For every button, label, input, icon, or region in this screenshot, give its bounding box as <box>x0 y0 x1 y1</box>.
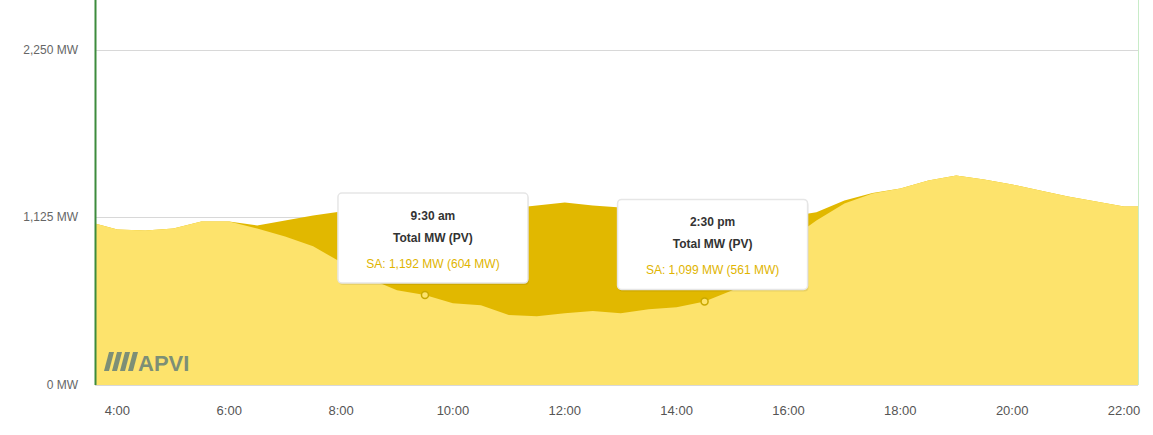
tooltip-title: 9:30 am <box>411 209 456 223</box>
hover-point <box>421 292 428 299</box>
x-tick <box>564 385 565 389</box>
logo-stripe <box>104 352 114 371</box>
logo-stripe <box>128 352 138 371</box>
grid-line <box>95 50 1138 51</box>
logo-text: APVI <box>138 351 189 376</box>
logo-stripe <box>120 352 130 371</box>
x-tick <box>117 385 118 389</box>
grid-line <box>95 385 1138 386</box>
y-tick-label: 0 MW <box>47 378 79 392</box>
right-edge-line <box>1138 0 1139 385</box>
x-tick-label: 10:00 <box>437 403 470 418</box>
plot-area <box>95 176 1138 385</box>
x-tick <box>1012 385 1013 389</box>
x-tick <box>788 385 789 389</box>
x-tick <box>229 385 230 389</box>
y-axis-line <box>95 0 97 385</box>
x-tick <box>1124 385 1125 389</box>
logo-stripe <box>112 352 122 371</box>
x-tick <box>341 385 342 389</box>
background <box>0 0 1153 435</box>
x-tick-label: 8:00 <box>328 403 353 418</box>
x-tick-label: 4:00 <box>105 403 130 418</box>
tooltip-box <box>338 193 528 283</box>
x-tick <box>676 385 677 389</box>
x-tick <box>452 385 453 389</box>
grid <box>95 51 1138 386</box>
x-tick-label: 20:00 <box>996 403 1029 418</box>
x-tick-label: 6:00 <box>217 403 242 418</box>
tooltip-text: SA: 1,192 MW (604 MW) <box>366 257 499 271</box>
hover-point <box>701 298 708 305</box>
area <box>95 176 1138 385</box>
tooltip: 2:30 pm Total MW (PV) SA: 1,099 MW (561 MW… <box>618 199 809 291</box>
chart: 0 MW 1,125 MW 2,250 MW 4:00 6:00 8:00 10:00 12:… <box>0 0 1153 435</box>
tooltip-box <box>618 199 808 289</box>
x-tick <box>900 385 901 389</box>
tooltip-subtitle: Total MW (PV) <box>673 237 753 251</box>
x-tick-label: 22:00 <box>1108 403 1141 418</box>
tooltip: 9:30 am Total MW (PV) SA: 1,192 MW (604 MW… <box>338 193 529 285</box>
tooltip-text: SA: 1,099 MW (561 MW) <box>646 263 779 277</box>
tooltip-subtitle: Total MW (PV) <box>393 231 473 245</box>
logo: APVI <box>104 351 189 376</box>
x-tick-label: 18:00 <box>884 403 917 418</box>
y-tick-label: 2,250 MW <box>23 43 78 57</box>
x-tick-label: 12:00 <box>548 403 581 418</box>
x-tick-label: 14:00 <box>660 403 693 418</box>
y-tick-label: 1,125 MW <box>23 210 78 224</box>
x-tick-label: 16:00 <box>772 403 805 418</box>
area <box>95 176 1138 385</box>
tooltip-title: 2:30 pm <box>690 215 735 229</box>
